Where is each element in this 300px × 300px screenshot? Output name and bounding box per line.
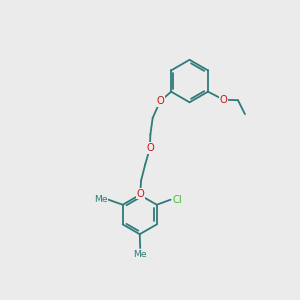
Text: O: O [146, 143, 154, 153]
Text: O: O [156, 96, 164, 106]
Text: Me: Me [134, 250, 147, 260]
Text: Me: Me [94, 195, 107, 204]
Text: O: O [220, 95, 227, 105]
Text: Cl: Cl [172, 195, 182, 205]
Text: O: O [136, 189, 144, 199]
